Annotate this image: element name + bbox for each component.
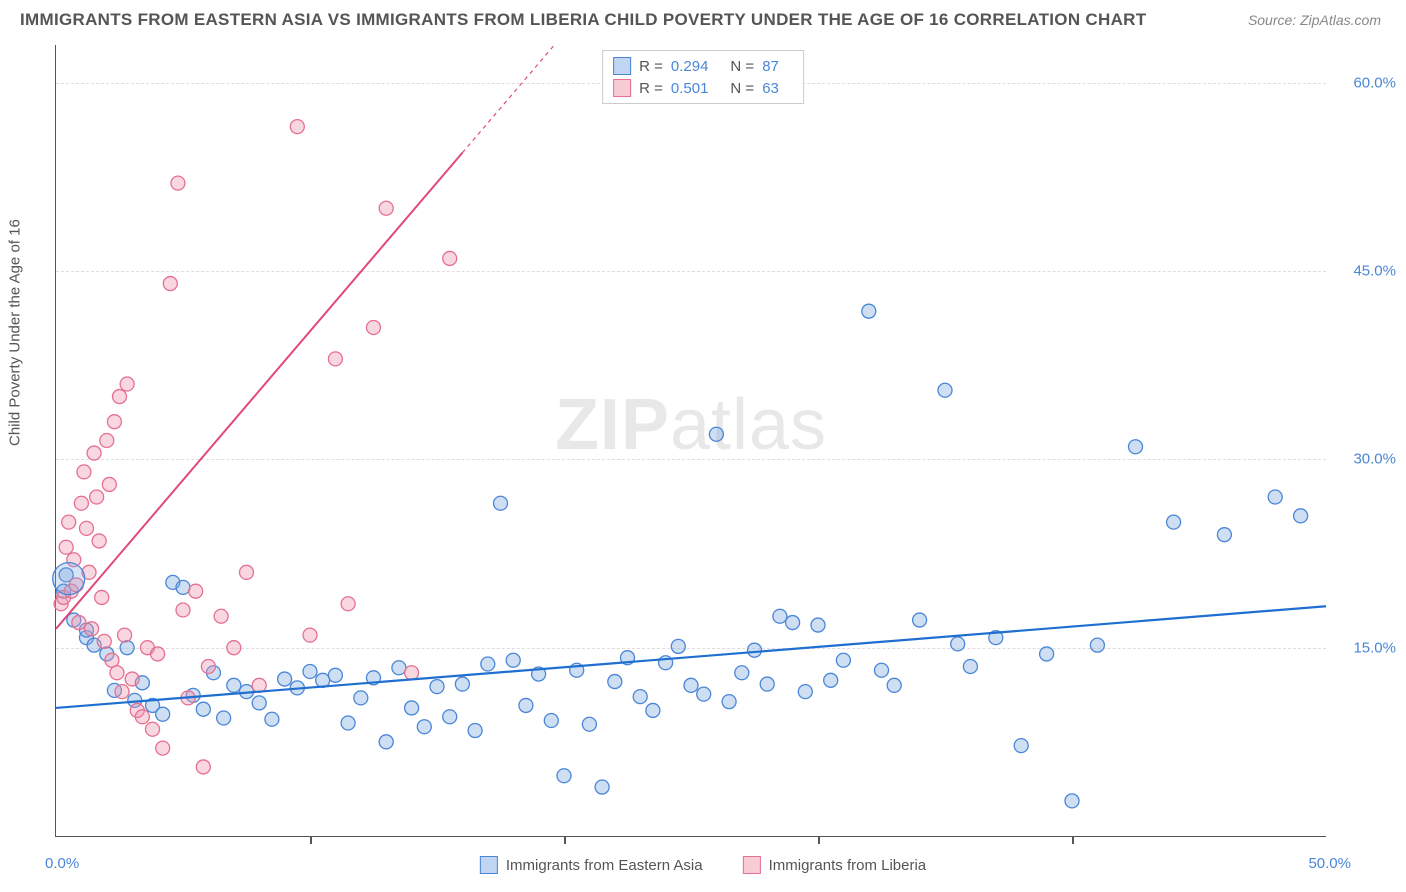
r-value: 0.501 [671,80,709,97]
r-label: R = [639,80,663,97]
xtick-0: 0.0% [45,855,79,872]
legend-label: Immigrants from Liberia [769,857,927,874]
r-label: R = [639,58,663,75]
stats-row-1: R = 0.294 N = 87 [613,55,793,77]
scatter-svg [56,45,1326,836]
xtick-50: 50.0% [1308,855,1351,872]
n-label: N = [730,58,754,75]
y-axis-label: Child Poverty Under the Age of 16 [7,219,24,446]
n-value: 63 [762,80,779,97]
legend-item-2: Immigrants from Liberia [743,856,927,874]
swatch-blue-icon [613,57,631,75]
stats-box: R = 0.294 N = 87 R = 0.501 N = 63 [602,50,804,104]
chart-title: IMMIGRANTS FROM EASTERN ASIA VS IMMIGRAN… [20,10,1146,30]
plot-area: ZIPatlas [55,45,1326,837]
r-value: 0.294 [671,58,709,75]
legend-item-1: Immigrants from Eastern Asia [480,856,703,874]
swatch-blue-icon [480,856,498,874]
n-value: 87 [762,58,779,75]
source-label: Source: ZipAtlas.com [1248,12,1381,28]
stats-row-2: R = 0.501 N = 63 [613,77,793,99]
swatch-pink-icon [613,79,631,97]
n-label: N = [730,80,754,97]
legend-label: Immigrants from Eastern Asia [506,857,703,874]
swatch-pink-icon [743,856,761,874]
legend: Immigrants from Eastern Asia Immigrants … [480,856,926,874]
